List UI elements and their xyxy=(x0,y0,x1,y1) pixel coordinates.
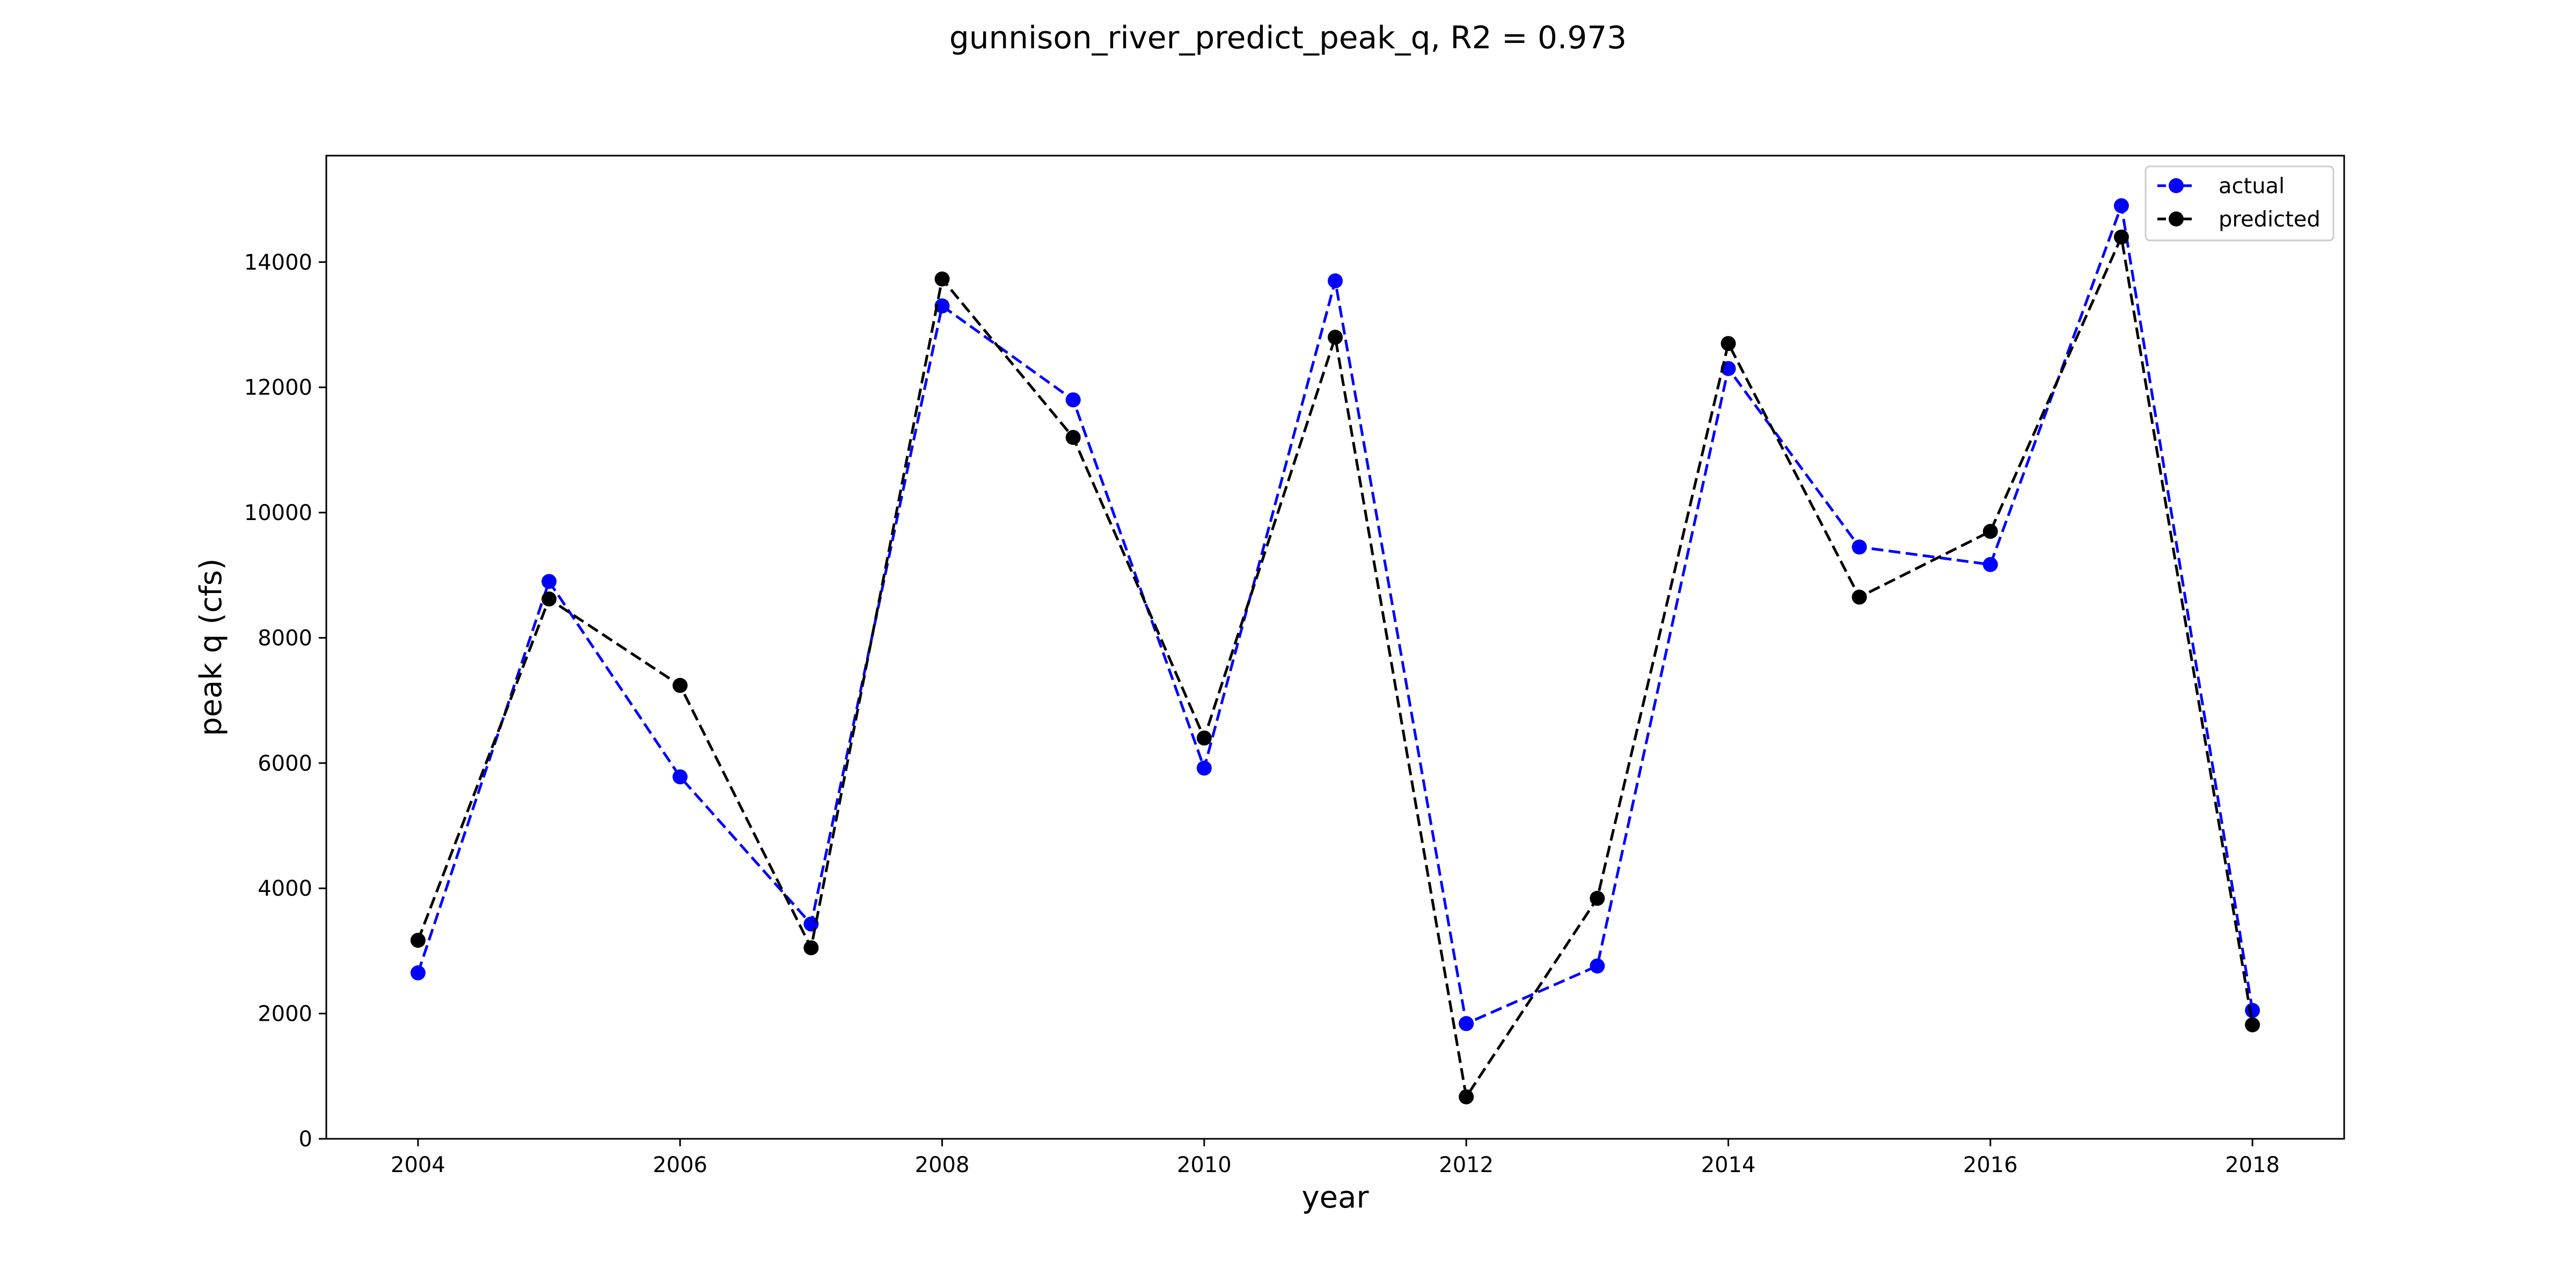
y-tick-label: 12000 xyxy=(244,376,312,400)
x-tick-label: 2018 xyxy=(2225,1153,2280,1177)
data-point-predicted xyxy=(1065,430,1081,445)
x-tick-label: 2006 xyxy=(653,1153,707,1177)
data-point-predicted xyxy=(934,271,950,287)
data-point-actual xyxy=(2245,1002,2260,1018)
x-axis-label: year xyxy=(1302,1180,1370,1215)
data-point-actual xyxy=(541,574,557,589)
series-line-predicted xyxy=(416,232,2254,1101)
y-tick-label: 0 xyxy=(299,1127,312,1152)
data-point-predicted xyxy=(672,678,688,693)
legend-box xyxy=(2145,165,2334,241)
legend-entry-predicted: predicted xyxy=(2157,207,2321,232)
x-tick-label: 2008 xyxy=(915,1153,970,1177)
data-point-actual xyxy=(1982,557,1998,572)
data-point-actual xyxy=(803,916,819,932)
data-point-predicted xyxy=(1328,330,1343,345)
data-point-predicted xyxy=(1721,336,1736,352)
x-tick-label: 2004 xyxy=(391,1153,445,1177)
y-tick-label: 8000 xyxy=(258,626,312,650)
x-axis: 2004 2006 2008 2010 2012 2014 2016 2018 xyxy=(391,1139,2280,1177)
y-tick-label: 14000 xyxy=(244,250,312,275)
y-axis-label: peak q (cfs) xyxy=(194,558,229,736)
series-predicted xyxy=(410,229,2260,1104)
chart-title: gunnison_river_predict_peak_q, R2 = 0.97… xyxy=(949,19,1627,56)
data-point-actual xyxy=(2113,198,2129,214)
data-point-predicted xyxy=(1982,524,1998,539)
data-point-predicted xyxy=(410,933,426,948)
y-tick-label: 4000 xyxy=(258,876,312,901)
y-tick-label: 2000 xyxy=(258,1002,312,1027)
series-line-actual xyxy=(416,200,2254,1026)
data-point-actual xyxy=(1328,273,1343,289)
data-point-predicted xyxy=(1851,589,1867,605)
data-point-actual xyxy=(1590,958,1605,974)
x-tick-label: 2010 xyxy=(1177,1153,1232,1177)
series-actual xyxy=(410,198,2260,1031)
data-point-actual xyxy=(934,298,950,314)
plot-layer xyxy=(410,198,2260,1104)
data-point-predicted xyxy=(541,591,557,607)
legend: actual predicted xyxy=(2145,165,2334,241)
y-tick-label: 10000 xyxy=(244,501,312,525)
plot-frame xyxy=(325,155,2345,1140)
x-tick-label: 2012 xyxy=(1439,1153,1494,1177)
data-point-actual xyxy=(1851,539,1867,555)
data-point-predicted xyxy=(1196,730,1212,746)
data-point-actual xyxy=(1459,1016,1474,1031)
data-point-predicted xyxy=(1459,1089,1474,1104)
data-point-predicted xyxy=(2245,1017,2260,1033)
legend-label-predicted: predicted xyxy=(2219,207,2321,232)
data-point-actual xyxy=(672,769,688,785)
x-tick-label: 2014 xyxy=(1701,1153,1756,1177)
data-point-predicted xyxy=(1590,890,1605,906)
data-point-actual xyxy=(1196,760,1212,776)
legend-entry-actual: actual xyxy=(2157,174,2285,199)
data-point-actual xyxy=(1065,392,1081,408)
legend-marker-actual xyxy=(2169,178,2184,193)
data-point-predicted xyxy=(2113,229,2129,245)
legend-label-actual: actual xyxy=(2219,174,2285,199)
y-tick-label: 6000 xyxy=(258,751,312,776)
data-point-actual xyxy=(410,965,426,980)
y-axis: 0 2000 4000 6000 8000 10000 12000 14000 xyxy=(244,250,326,1152)
data-point-predicted xyxy=(803,940,819,956)
x-tick-label: 2016 xyxy=(1963,1153,2018,1177)
legend-marker-predicted xyxy=(2169,211,2184,226)
